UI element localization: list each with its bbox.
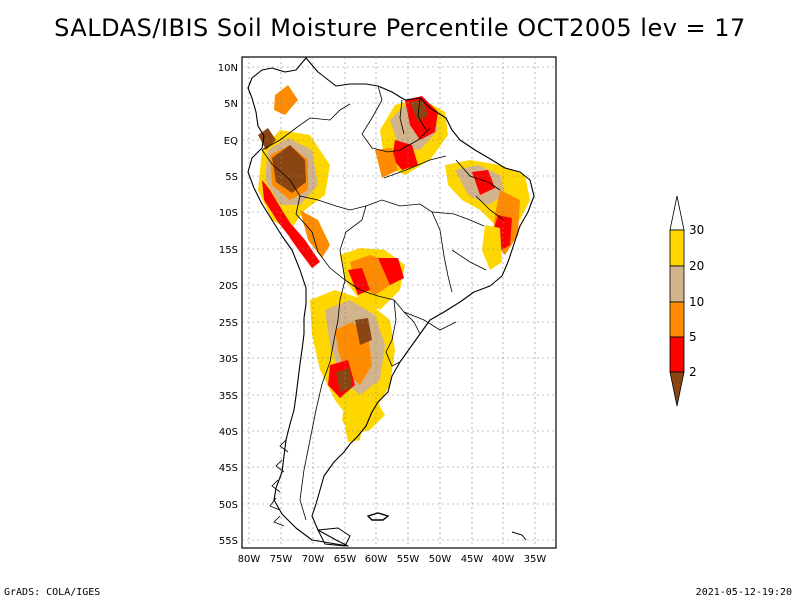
- patch-amazon-red: [392, 140, 418, 170]
- lat-label: 40S: [219, 427, 238, 438]
- patch-andes-red: [290, 225, 320, 268]
- lat-label: 20S: [219, 281, 238, 292]
- colorbar-below-2: [669, 371, 685, 407]
- lon-label: 35W: [524, 554, 547, 565]
- footer-timestamp: 2021-05-12-19:20: [695, 587, 792, 598]
- tierra-del-fuego: [317, 527, 351, 547]
- colorbar-label: 20: [689, 259, 704, 273]
- lon-label: 65W: [334, 554, 357, 565]
- lat-label: 10N: [218, 63, 238, 74]
- percentile-shading: [258, 85, 530, 442]
- lon-label: 80W: [238, 554, 261, 565]
- patch-bahia-gold: [482, 225, 502, 270]
- patch-amazon-orange: [375, 148, 398, 178]
- patch-arg-brown: [336, 368, 352, 392]
- lat-label: 30S: [219, 354, 238, 365]
- footer-credit: GrADS: COLA/IGES: [4, 587, 101, 598]
- lat-label: 15S: [219, 245, 238, 256]
- lat-label: 5N: [224, 99, 238, 110]
- colorbar-label: 10: [689, 295, 704, 309]
- country-borders: [261, 85, 505, 521]
- latitude-labels: 10N 5N EQ 5S 10S 15S 20S 25S 30S 35S 40S…: [218, 63, 238, 547]
- lat-label: 5S: [225, 172, 238, 183]
- colorbar-label: 5: [689, 330, 697, 344]
- patch-andes-orange: [300, 210, 330, 258]
- patch-patagonia-gold: [345, 426, 362, 442]
- lon-label: 40W: [492, 554, 515, 565]
- longitude-labels: 80W 75W 70W 65W 60W 55W 50W 45W 40W 35W: [238, 554, 547, 565]
- chart-title: SALDAS/IBIS Soil Moisture Percentile OCT…: [54, 14, 746, 42]
- patch-guiana-brown: [410, 100, 428, 122]
- lon-label: 60W: [365, 554, 388, 565]
- map-frame: [241, 56, 557, 549]
- colorbar-10-20: [669, 265, 685, 303]
- colorbar-labels: 2 5 10 20 30: [689, 223, 704, 379]
- colorbar-5-10: [669, 301, 685, 338]
- lon-label: 75W: [270, 554, 293, 565]
- colorbar-20-30: [669, 229, 685, 267]
- lat-label: 35S: [219, 391, 238, 402]
- lon-label: 55W: [397, 554, 420, 565]
- coastline: [247, 57, 535, 547]
- lat-label: 50S: [219, 500, 238, 511]
- colorbar-label: 2: [689, 365, 697, 379]
- lon-label: 45W: [461, 554, 484, 565]
- patch-colombia-orange: [274, 85, 298, 115]
- colorbar-above-30: [669, 195, 685, 231]
- lat-label: 10S: [219, 208, 238, 219]
- chile-fjords: [269, 439, 289, 527]
- lat-label: 45S: [219, 463, 238, 474]
- lat-label: EQ: [224, 136, 238, 147]
- patch-peru-coast-red: [262, 180, 298, 240]
- lon-label: 70W: [302, 554, 325, 565]
- patch-chaco-red: [348, 268, 370, 295]
- colorbar-label: 30: [689, 223, 704, 237]
- colorbar-2-5: [669, 336, 685, 373]
- lat-label: 25S: [219, 318, 238, 329]
- patch-arg-brown2: [355, 318, 372, 345]
- falkland-islands: [366, 512, 390, 521]
- trinidad: [511, 531, 527, 541]
- lon-label: 50W: [429, 554, 452, 565]
- patch-central-red: [378, 258, 404, 285]
- lat-label: 55S: [219, 536, 238, 547]
- colorbar: [669, 195, 685, 407]
- patch-west-amazon-brown: [272, 145, 306, 193]
